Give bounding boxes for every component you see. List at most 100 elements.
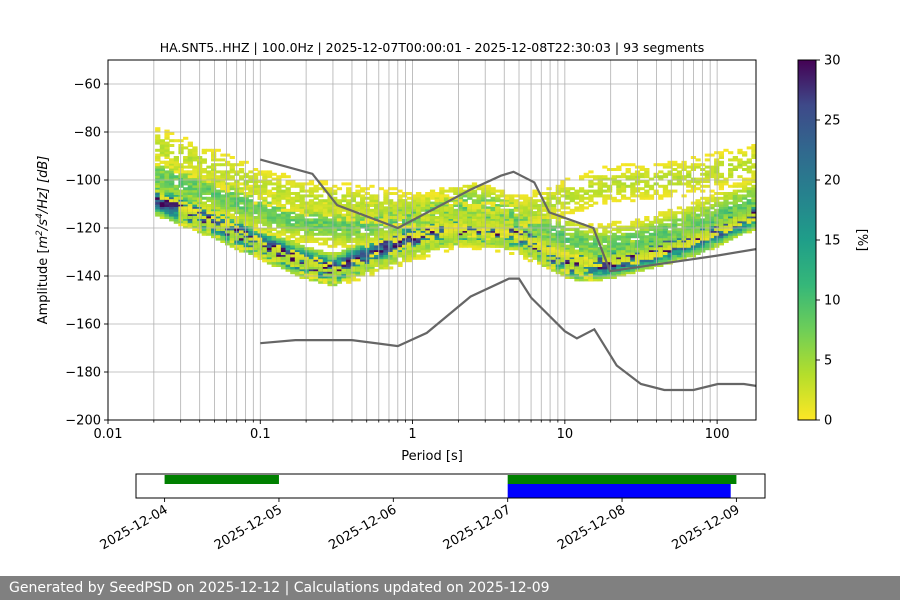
psd-bin (238, 218, 245, 222)
psd-bin (224, 225, 231, 229)
psd-bin (220, 180, 226, 183)
psd-bin (592, 252, 599, 255)
psd-bin (280, 259, 287, 263)
psd-bin (346, 206, 352, 210)
psd-bin (336, 211, 343, 215)
psd-bin (299, 237, 305, 241)
psd-bin (676, 165, 683, 169)
psd-bin (308, 276, 315, 279)
psd-bin (360, 196, 366, 200)
psd-bin (420, 242, 426, 246)
psd-bin (602, 273, 608, 277)
psd-bin (555, 268, 561, 272)
psd-bin (499, 201, 506, 205)
psd-bin (262, 254, 268, 258)
psd-bin (574, 237, 580, 241)
psd-bin (336, 223, 343, 227)
psd-bin (672, 230, 678, 234)
psd-bin (248, 232, 254, 236)
psd-bin (262, 220, 268, 224)
psd-bin (378, 242, 384, 246)
psd-bin (574, 264, 580, 267)
psd-bin (555, 254, 561, 258)
psd-bin (625, 259, 631, 263)
psd-bin (271, 252, 277, 255)
psd-bin (383, 192, 389, 195)
psd-bin (574, 266, 580, 270)
psd-bin (248, 218, 254, 222)
psd-bin (355, 220, 361, 224)
psd-bin (425, 240, 431, 243)
psd-bin (308, 266, 315, 270)
psd-bin (495, 196, 501, 200)
psd-bin (695, 204, 701, 207)
psd-bin (448, 228, 454, 231)
psd-bin (206, 230, 212, 234)
psd-bin (308, 208, 315, 212)
psd-bin (457, 220, 464, 224)
psd-bin (192, 187, 198, 191)
psd-bin (285, 189, 291, 193)
psd-bin (695, 180, 701, 183)
psd-bin (709, 194, 715, 198)
psd-bin (383, 235, 389, 239)
psd-bin (266, 256, 273, 260)
psd-bin (327, 213, 333, 217)
psd-bin (327, 283, 333, 287)
psd-bin (714, 199, 720, 203)
psd-bin (224, 204, 231, 207)
psd-bin (616, 165, 622, 169)
psd-bin (420, 249, 426, 253)
psd-bin (457, 225, 464, 229)
psd-bin (350, 196, 357, 200)
psd-bin (285, 242, 291, 246)
psd-bin (504, 220, 510, 224)
psd-bin (662, 184, 669, 188)
psd-bin (215, 220, 221, 224)
psd-bin (215, 237, 221, 241)
psd-bin (374, 213, 380, 217)
psd-bin (569, 196, 575, 200)
psd-bin (560, 268, 566, 272)
psd-bin (541, 216, 547, 219)
psd-bin (495, 223, 501, 227)
psd-bin (411, 242, 417, 246)
psd-bin (369, 252, 375, 255)
psd-bin (630, 187, 636, 191)
psd-bin (220, 228, 226, 231)
psd-bin (523, 244, 529, 248)
psd-bin (728, 206, 734, 210)
psd-bin (681, 244, 687, 248)
psd-bin (299, 196, 305, 200)
psd-bin (243, 228, 249, 231)
psd-bin (360, 244, 366, 248)
psd-bin (569, 242, 575, 246)
psd-bin (644, 189, 650, 193)
psd-bin (499, 235, 506, 239)
psd-bin (546, 237, 552, 241)
psd-bin (471, 189, 478, 193)
psd-bin (509, 196, 515, 200)
psd-bin (443, 199, 450, 203)
psd-bin (299, 184, 305, 188)
psd-bin (322, 266, 329, 270)
psd-bin (588, 271, 594, 275)
psd-bin (187, 148, 193, 152)
psd-bin (537, 252, 543, 255)
psd-bin (322, 280, 329, 284)
psd-bin (425, 206, 431, 210)
psd-bin (262, 180, 268, 183)
psd-bin (434, 199, 440, 203)
psd-bin (518, 237, 524, 241)
psd-bin (201, 168, 207, 171)
psd-bin (271, 206, 277, 210)
psd-bin (415, 220, 422, 224)
psd-bin (667, 249, 673, 253)
psd-bin (262, 196, 268, 200)
psd-bin (569, 266, 575, 270)
psd-bin (574, 259, 580, 263)
psd-bin (709, 220, 715, 224)
psd-bin (374, 268, 380, 272)
psd-bin (560, 230, 566, 234)
psd-bin (341, 271, 347, 275)
